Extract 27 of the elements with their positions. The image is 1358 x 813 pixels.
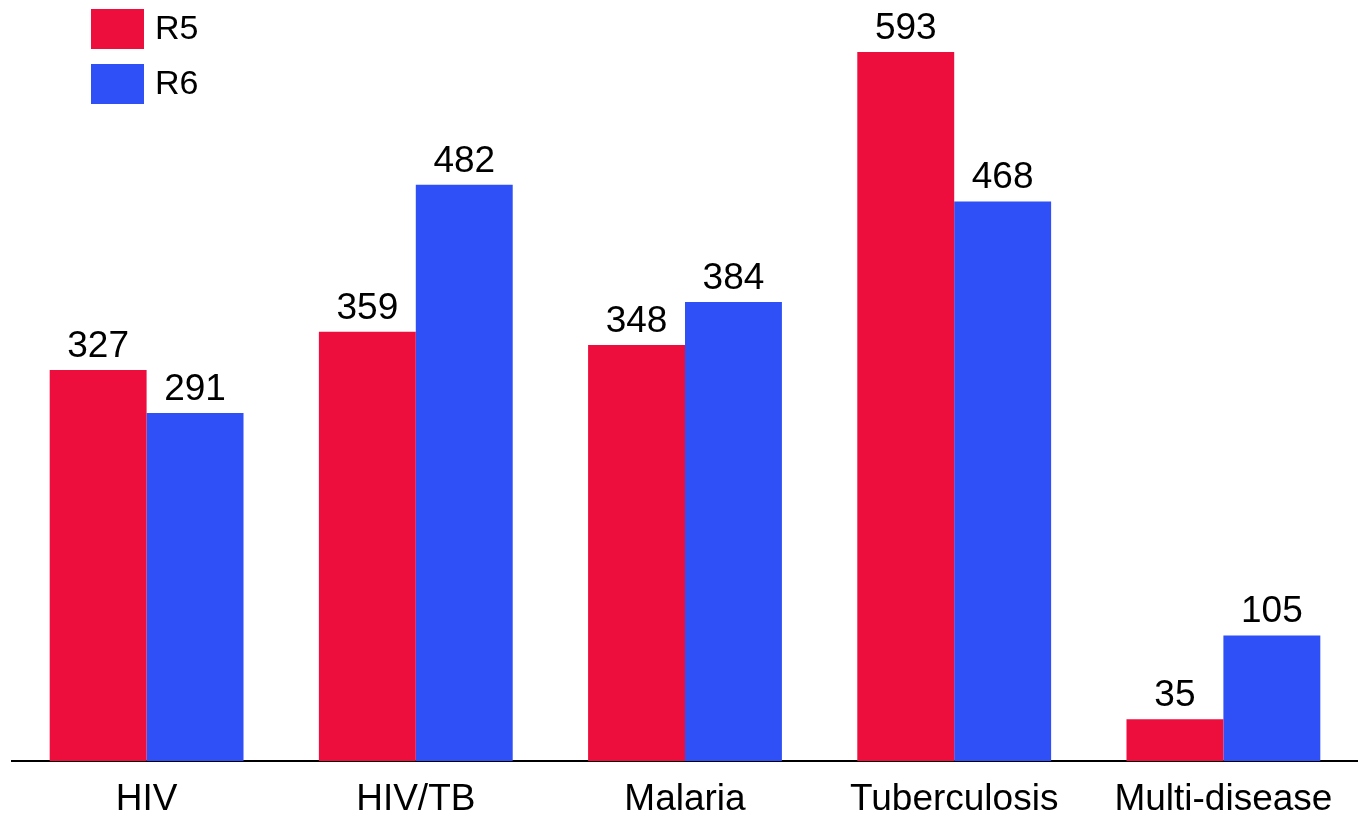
bar: [857, 52, 955, 761]
bar: [1126, 719, 1224, 761]
x-tick-label: HIV/TB: [356, 777, 476, 813]
data-label: 348: [605, 298, 668, 340]
bar: [954, 201, 1052, 761]
data-label: 327: [67, 324, 130, 366]
bar: [415, 184, 513, 761]
bar: [49, 370, 147, 761]
data-label: 105: [1240, 589, 1303, 631]
data-label: 35: [1154, 673, 1196, 715]
x-tick-label: Malaria: [624, 777, 747, 813]
x-tick-label: HIV: [115, 777, 178, 813]
x-tick-label: Tuberculosis: [850, 777, 1059, 813]
data-label: 468: [971, 155, 1034, 197]
data-label: 384: [702, 255, 765, 297]
x-tick-label: Multi-disease: [1114, 777, 1333, 813]
legend-label: R6: [155, 63, 199, 102]
legend-label: R5: [155, 8, 199, 47]
data-label: 359: [336, 285, 399, 327]
bar: [588, 344, 685, 761]
data-label: 291: [164, 367, 226, 409]
bar: [685, 301, 782, 761]
bar: [146, 413, 244, 761]
bar: [318, 331, 416, 761]
bar: [1223, 635, 1321, 761]
data-label: 593: [874, 6, 937, 47]
data-label: 482: [433, 138, 496, 180]
